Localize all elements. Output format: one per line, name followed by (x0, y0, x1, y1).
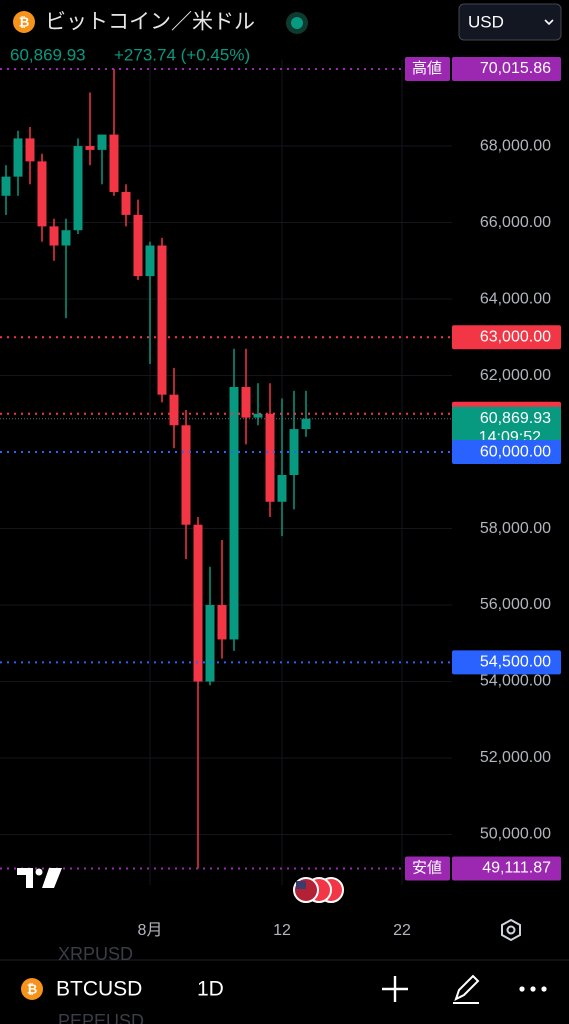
logo-part (35, 868, 43, 876)
settings-button[interactable] (501, 918, 521, 942)
settings-hex (501, 918, 521, 942)
settings-center (506, 925, 516, 935)
candle-body (229, 387, 239, 640)
logo-part (17, 868, 33, 888)
symbol-title: ビットコイン／米ドル (45, 11, 255, 34)
dropdown-arrow (544, 19, 554, 26)
symbol-below: PEPEUSD (58, 1011, 144, 1024)
status-dot (291, 17, 303, 29)
candle-body (277, 474, 287, 502)
price-label-box (452, 56, 561, 81)
y-tick-label: 68,000.00 (480, 137, 551, 154)
symbol-above: XRPUSD (58, 944, 133, 964)
event-icons (293, 877, 344, 903)
candle-body (253, 413, 263, 418)
candle-body (205, 605, 215, 682)
price-label: 49,111.87 (482, 860, 551, 877)
y-tick-label: 54,000.00 (480, 673, 551, 690)
header: ₿ ビットコイン／米ドル USD 60,869.93 +273.74 (+0.4… (10, 3, 562, 64)
y-tick-label: 50,000.00 (480, 826, 551, 843)
candle-body (37, 161, 47, 227)
candle-body (97, 134, 107, 150)
candle-body (157, 245, 167, 395)
y-tick-label: 52,000.00 (480, 749, 551, 766)
x-tick-label: 12 (273, 922, 291, 939)
candle-body (1, 176, 11, 196)
more-button[interactable] (519, 986, 547, 992)
dot (541, 986, 547, 992)
y-tick-label: 62,000.00 (480, 367, 551, 384)
flag-canton (296, 881, 306, 889)
candle-body (25, 138, 35, 162)
price-label: 60,869.93 (480, 410, 551, 427)
price-tag-box (405, 856, 450, 881)
candle-body (109, 134, 119, 192)
candle-body (265, 413, 275, 502)
price-label-box (452, 650, 561, 675)
price-label: 54,500.00 (480, 654, 551, 671)
candle-body (85, 146, 95, 150)
price-label-box (452, 406, 561, 449)
axis: 68,000.00 66,000.00 64,000.00 62,000.00 58,0… (138, 56, 561, 939)
draw-button[interactable] (453, 974, 480, 1004)
plot (0, 67, 452, 870)
y-tick-label: 64,000.00 (480, 290, 551, 307)
dot (530, 986, 536, 992)
price-label-box (452, 440, 561, 465)
candle-body (217, 605, 227, 640)
price-label: 63,000.00 (480, 329, 551, 346)
candle-body (193, 524, 203, 682)
price-change: +273.74 (+0.45%) (114, 45, 250, 64)
price-label: 60,000.00 (480, 443, 551, 460)
toolbar-symbol[interactable]: BTCUSD (56, 978, 142, 1001)
dot (519, 986, 525, 992)
y-tick-label: 56,000.00 (480, 596, 551, 613)
price-tag-box (405, 56, 450, 81)
candle-body (121, 191, 131, 215)
currency-label: USD (468, 12, 504, 31)
x-tick-label: 22 (393, 922, 411, 939)
toolbar: XRPUSD PEPEUSD ₿ BTCUSD 1D (0, 944, 569, 1024)
btc-icon (13, 11, 35, 33)
tv-logo (17, 868, 62, 888)
toolbar-interval[interactable]: 1D (197, 978, 224, 1001)
currency-select[interactable] (458, 3, 562, 41)
last-price: 60,869.93 (10, 45, 86, 64)
price-label-box (452, 856, 561, 881)
y-tick-label: 58,000.00 (480, 520, 551, 537)
x-tick-label: 8月 (138, 922, 163, 939)
price-label-box (452, 325, 561, 350)
candle-body (49, 226, 59, 246)
candle-body (145, 245, 155, 277)
candle-body (61, 230, 71, 246)
btc-icon-glyph: ₿ (19, 14, 30, 29)
price-label: 70,015.86 (480, 60, 551, 77)
btc-icon (21, 978, 43, 1000)
candle-body (133, 214, 143, 277)
btc-icon-glyph: ₿ (27, 981, 38, 996)
y-tick-label: 66,000.00 (480, 214, 551, 231)
price-tag: 高値 (412, 60, 442, 77)
candle-body (13, 138, 23, 177)
add-button[interactable] (382, 976, 408, 1002)
price-tag: 安値 (412, 859, 442, 876)
candle-body (73, 146, 83, 231)
candle-body (301, 418, 311, 430)
candle-body (241, 387, 251, 418)
candle-body (169, 394, 179, 426)
candle-body (181, 425, 191, 525)
logo-part (42, 868, 62, 888)
